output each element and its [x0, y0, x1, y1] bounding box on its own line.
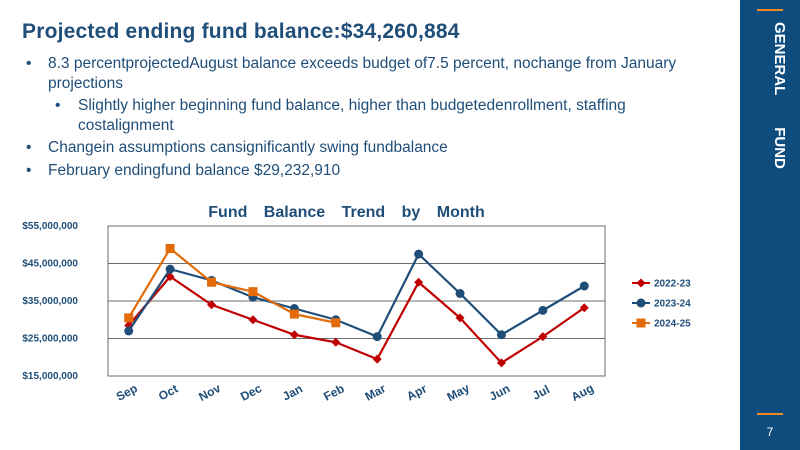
legend-label: 2023-24 — [654, 299, 691, 310]
bullet-text: Changein assumptions cansignificantly sw… — [48, 139, 448, 156]
data-point-2024-25 — [207, 277, 217, 287]
series-line-2023-24 — [127, 252, 585, 339]
data-point-2022-23 — [248, 315, 258, 325]
data-point-2023-24 — [538, 305, 548, 315]
data-point-2022-23 — [414, 277, 424, 287]
data-point-2023-24 — [165, 264, 175, 274]
accent-bar — [757, 413, 783, 415]
chart-title: Fund Balance Trend by Month — [208, 204, 484, 221]
y-tick-label: $15,000,000 — [22, 371, 78, 382]
x-tick-label: Jun — [487, 381, 512, 403]
bullet-text: February endingfund balance $29,232,910 — [48, 161, 341, 179]
data-point-2023-24 — [124, 326, 134, 336]
page-number: 7 — [766, 425, 774, 439]
y-tick-label: $35,000,000 — [22, 296, 78, 307]
section-sidebar: GENERAL FUND 7 — [740, 0, 800, 450]
data-point-2022-23 — [207, 300, 217, 310]
data-point-legend-2022-23 — [636, 278, 646, 288]
data-point-2022-23 — [372, 354, 382, 364]
x-tick-label: May — [445, 381, 472, 404]
x-tick-label: Apr — [404, 381, 429, 403]
series-line-2022-23 — [127, 275, 585, 365]
bullet-item: • February endingfund balance $29,232,91… — [22, 161, 692, 181]
data-point-2022-23 — [331, 337, 341, 347]
x-tick-label: Aug — [569, 381, 596, 404]
bullet-dot-icon: • — [26, 139, 32, 156]
data-point-2023-24 — [455, 289, 465, 298]
data-point-2023-24 — [496, 330, 506, 340]
accent-bar — [757, 9, 783, 11]
data-point-2024-25 — [165, 244, 175, 253]
data-point-2024-25 — [124, 313, 134, 323]
sub-bullet-item: • Slightly higher beginning fund balance… — [22, 96, 692, 135]
bullet-dot-icon: • — [55, 97, 61, 114]
bullet-text: Slightly higher beginning fund balance, … — [78, 97, 626, 134]
x-tick-label: Oct — [156, 382, 180, 404]
bullet-dot-icon: • — [26, 161, 32, 179]
data-point-2022-23 — [289, 330, 299, 340]
x-tick-label: Mar — [363, 381, 389, 404]
bullet-item: • 8.3 percentprojectedAugust balance exc… — [22, 54, 692, 93]
x-tick-label: Jan — [280, 381, 305, 403]
y-tick-label: $45,000,000 — [22, 259, 78, 270]
bullet-item: • Changein assumptions cansignificantly … — [22, 138, 692, 158]
data-point-2023-24 — [579, 281, 589, 291]
x-tick-label: Dec — [238, 381, 264, 404]
data-point-2022-23 — [538, 332, 548, 342]
series-line-2024-25 — [127, 246, 337, 324]
data-point-2024-25 — [248, 287, 258, 297]
data-point-2022-23 — [579, 303, 589, 313]
y-tick-label: $55,000,000 — [22, 221, 78, 232]
data-point-2024-25 — [289, 309, 299, 319]
data-point-2022-23 — [455, 313, 465, 323]
legend-label: 2022-23 — [654, 279, 691, 290]
x-tick-label: Nov — [196, 381, 223, 404]
data-point-legend-2024-25 — [636, 318, 646, 328]
data-point-2022-23 — [496, 358, 506, 368]
y-tick-label: $25,000,000 — [22, 334, 78, 345]
x-tick-label: Jul — [530, 382, 552, 403]
slide-title: Projected ending fund balance:$34,260,88… — [22, 20, 460, 43]
bullet-dot-icon: • — [26, 55, 32, 72]
x-tick-label: Feb — [321, 381, 346, 403]
data-point-legend-2023-24 — [636, 298, 646, 308]
data-point-2024-25 — [331, 318, 341, 328]
x-tick-label: Sep — [114, 381, 140, 404]
fund-balance-chart: Fund Balance Trend by Month $15,000,000 $2… — [22, 204, 691, 404]
legend-label: 2024-25 — [654, 319, 691, 330]
section-label: GENERAL FUND — [771, 22, 788, 169]
bullet-list: • 8.3 percentprojectedAugust balance exc… — [22, 54, 692, 183]
data-point-2023-24 — [414, 249, 424, 259]
bullet-text: 8.3 percentprojectedAugust balance excee… — [48, 55, 677, 92]
data-point-2023-24 — [372, 332, 382, 342]
